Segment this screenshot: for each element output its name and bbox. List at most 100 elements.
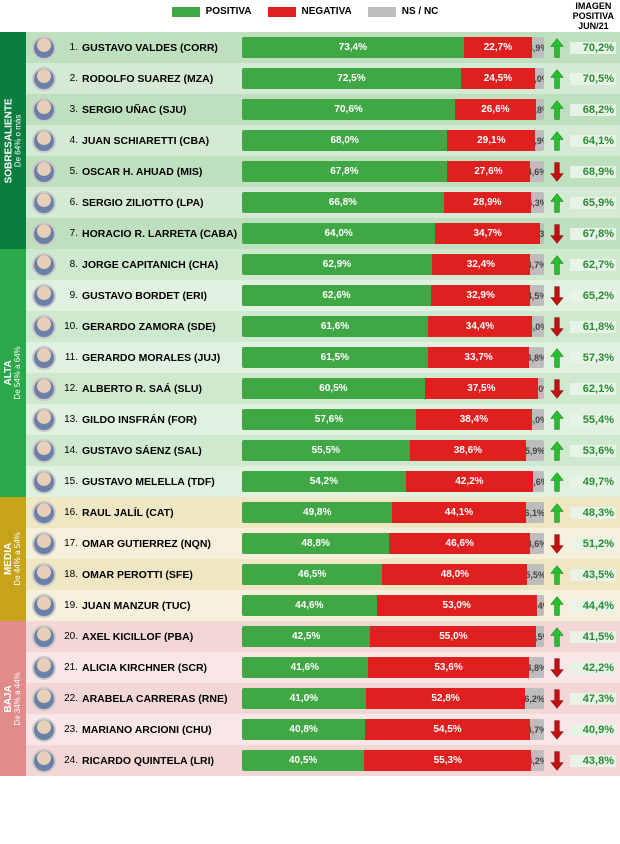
group-media: MEDIADe 44% a 54%16.RAUL JALÍL (CAT)49,8…	[0, 497, 620, 621]
stacked-bar: 72,5%24,5%3,0%	[242, 68, 544, 89]
prev-value: 61,8%	[570, 321, 616, 333]
table-row: 8.JORGE CAPITANICH (CHA)62,9%32,4%4,7%62…	[26, 249, 620, 280]
table-row: 23.MARIANO ARCIONI (CHU)40,8%54,5%4,7%40…	[26, 714, 620, 745]
person-name: GERARDO MORALES (JUJ)	[82, 352, 238, 364]
bar-seg-negativa: 55,0%	[370, 626, 536, 647]
bar-seg-positiva: 42,5%	[242, 626, 370, 647]
prev-value: 62,1%	[570, 383, 616, 395]
stacked-bar: 40,8%54,5%4,7%	[242, 719, 544, 740]
group-sublabel: De 64% o más	[14, 98, 23, 183]
bar-seg-positiva: 61,6%	[242, 316, 428, 337]
trend-up-icon	[548, 563, 566, 587]
table-row: 3.SERGIO UÑAC (SJU)70,6%26,6%2,8%68,2%	[26, 94, 620, 125]
legend: POSITIVA NEGATIVA NS / NC	[0, 0, 620, 19]
prev-value: 70,2%	[570, 42, 616, 54]
person-name: RAUL JALÍL (CAT)	[82, 507, 238, 519]
group-sublabel: De 54% a 64%	[14, 346, 23, 399]
avatar	[32, 408, 56, 432]
prev-column-header: IMAGEN POSITIVA JUN/21	[573, 2, 614, 32]
stacked-bar: 64,0%34,7%1,3%	[242, 223, 544, 244]
bar-seg-positiva: 57,6%	[242, 409, 416, 430]
bar-seg-positiva: 66,8%	[242, 192, 444, 213]
table-row: 5.OSCAR H. AHUAD (MIS)67,8%27,6%4,6%68,9…	[26, 156, 620, 187]
avatar	[32, 160, 56, 184]
group-tab-alta: ALTADe 54% a 64%	[0, 249, 26, 497]
group-body: 16.RAUL JALÍL (CAT)49,8%44,1%6,1%48,3%17…	[26, 497, 620, 621]
table-row: 6.SERGIO ZILIOTTO (LPA)66,8%28,9%4,3%65,…	[26, 187, 620, 218]
bar-seg-negativa: 42,2%	[406, 471, 533, 492]
avatar	[32, 563, 56, 587]
person-name: GILDO INSFRÁN (FOR)	[82, 414, 238, 426]
stacked-bar: 42,5%55,0%2,5%	[242, 626, 544, 647]
bar-seg-nsnc: 1,3%	[540, 223, 544, 244]
bar-seg-positiva: 70,6%	[242, 99, 455, 120]
person-name: OSCAR H. AHUAD (MIS)	[82, 166, 238, 178]
prev-value: 68,2%	[570, 104, 616, 116]
stacked-bar: 73,4%22,7%3,9%	[242, 37, 544, 58]
bar-seg-negativa: 54,5%	[365, 719, 530, 740]
trend-up-icon	[548, 346, 566, 370]
bar-seg-nsnc: 2,0%	[538, 378, 544, 399]
table-row: 21.ALICIA KIRCHNER (SCR)41,6%53,6%4,8%42…	[26, 652, 620, 683]
bar-seg-nsnc: 4,2%	[531, 750, 544, 771]
stacked-bar: 61,5%33,7%4,8%	[242, 347, 544, 368]
person-name: JUAN MANZUR (TUC)	[82, 600, 238, 612]
group-label: SOBRESALIENTE	[3, 98, 14, 183]
avatar	[32, 687, 56, 711]
bar-seg-nsnc: 6,2%	[525, 688, 544, 709]
bar-seg-nsnc: 6,1%	[526, 502, 544, 523]
person-name: SERGIO UÑAC (SJU)	[82, 104, 238, 116]
legend-label-positiva: POSITIVA	[206, 6, 252, 17]
person-name: GERARDO ZAMORA (SDE)	[82, 321, 238, 333]
table-row: 11.GERARDO MORALES (JUJ)61,5%33,7%4,8%57…	[26, 342, 620, 373]
rank-number: 15.	[60, 476, 78, 487]
person-name: SERGIO ZILIOTTO (LPA)	[82, 197, 238, 209]
legend-swatch-negativa	[268, 7, 296, 17]
trend-down-icon	[548, 377, 566, 401]
trend-up-icon	[548, 253, 566, 277]
stacked-bar: 41,6%53,6%4,8%	[242, 657, 544, 678]
bar-seg-positiva: 73,4%	[242, 37, 464, 58]
avatar	[32, 470, 56, 494]
stacked-bar: 61,6%34,4%4,0%	[242, 316, 544, 337]
bar-seg-nsnc: 5,5%	[527, 564, 544, 585]
bar-seg-negativa: 55,3%	[364, 750, 531, 771]
prev-value: 48,3%	[570, 507, 616, 519]
group-body: 8.JORGE CAPITANICH (CHA)62,9%32,4%4,7%62…	[26, 249, 620, 497]
bar-seg-negativa: 38,4%	[416, 409, 532, 430]
person-name: GUSTAVO MELELLA (TDF)	[82, 476, 238, 488]
bar-seg-negativa: 27,6%	[447, 161, 530, 182]
stacked-bar: 40,5%55,3%4,2%	[242, 750, 544, 771]
prev-value: 65,2%	[570, 290, 616, 302]
bar-seg-nsnc: 4,8%	[529, 347, 543, 368]
stacked-bar: 48,8%46,6%4,6%	[242, 533, 544, 554]
bar-seg-negativa: 22,7%	[464, 37, 533, 58]
bar-seg-nsnc: 2,5%	[536, 626, 544, 647]
rank-number: 8.	[60, 259, 78, 270]
bar-seg-positiva: 54,2%	[242, 471, 406, 492]
stacked-bar: 68,0%29,1%2,9%	[242, 130, 544, 151]
bar-seg-nsnc: 3,9%	[532, 37, 544, 58]
trend-down-icon	[548, 656, 566, 680]
bar-seg-negativa: 52,8%	[366, 688, 525, 709]
bar-seg-negativa: 28,9%	[444, 192, 531, 213]
rank-number: 18.	[60, 569, 78, 580]
bar-seg-nsnc: 4,5%	[530, 285, 544, 306]
trend-up-icon	[548, 470, 566, 494]
bar-seg-negativa: 32,9%	[431, 285, 530, 306]
prev-value: 42,2%	[570, 662, 616, 674]
bar-seg-nsnc: 5,9%	[526, 440, 544, 461]
prev-value: 40,9%	[570, 724, 616, 736]
bar-seg-nsnc: 2,9%	[535, 130, 544, 151]
bar-seg-positiva: 62,9%	[242, 254, 432, 275]
avatar	[32, 253, 56, 277]
stacked-bar: 44,6%53,0%2,4%	[242, 595, 544, 616]
person-name: RODOLFO SUAREZ (MZA)	[82, 73, 238, 85]
rank-number: 11.	[60, 352, 78, 363]
legend-label-nsnc: NS / NC	[402, 6, 439, 17]
bar-seg-positiva: 60,5%	[242, 378, 425, 399]
prev-value: 68,9%	[570, 166, 616, 178]
bar-seg-nsnc: 4,8%	[529, 657, 543, 678]
rank-number: 22.	[60, 693, 78, 704]
prev-value: 41,5%	[570, 631, 616, 643]
